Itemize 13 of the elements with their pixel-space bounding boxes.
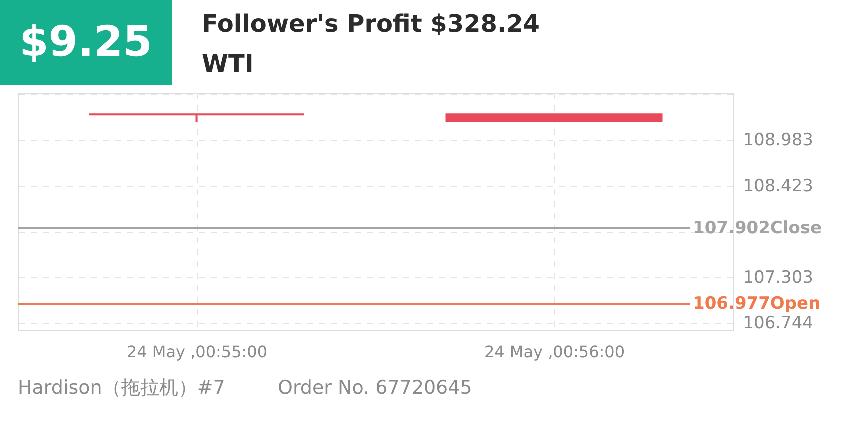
y-tick-label: 106.744 xyxy=(743,314,814,334)
ref-line-label: 107.902Close xyxy=(693,218,822,238)
ref-line-label: 106.977Open xyxy=(693,294,821,314)
x-tick-label: 24 May ,00:56:00 xyxy=(484,342,626,362)
text: Order No. 67720645 xyxy=(278,377,472,399)
y-tick-label: 108.423 xyxy=(743,176,814,196)
y-tick-label: 107.303 xyxy=(743,268,814,288)
text: Hardison（拖拉机）#7 xyxy=(18,377,226,399)
x-tick-label: 24 May ,00:55:00 xyxy=(126,342,268,362)
chart-subtitle: WTI xyxy=(202,50,254,78)
chart-title: Follower's Profit $328.24 xyxy=(202,10,540,38)
text: $9.25 xyxy=(20,17,152,66)
y-tick-label: 108.983 xyxy=(743,130,814,151)
